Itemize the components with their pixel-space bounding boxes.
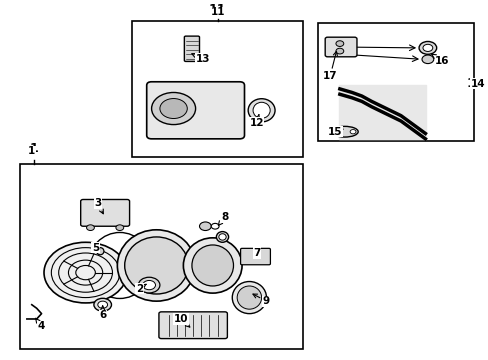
Ellipse shape xyxy=(117,230,195,301)
Text: 12: 12 xyxy=(249,114,264,128)
Text: 14: 14 xyxy=(470,78,485,89)
Circle shape xyxy=(151,93,195,125)
FancyBboxPatch shape xyxy=(146,82,244,139)
Ellipse shape xyxy=(183,238,242,293)
Circle shape xyxy=(160,99,187,118)
Text: 17: 17 xyxy=(322,51,337,81)
Text: 9: 9 xyxy=(252,294,269,306)
Ellipse shape xyxy=(216,231,228,242)
Circle shape xyxy=(333,130,339,134)
Text: 13: 13 xyxy=(191,54,210,64)
Bar xyxy=(132,21,303,157)
Text: 15: 15 xyxy=(327,127,342,137)
Circle shape xyxy=(418,41,436,54)
FancyBboxPatch shape xyxy=(159,312,227,339)
Text: 6: 6 xyxy=(99,306,106,320)
Text: 1: 1 xyxy=(28,146,35,156)
Circle shape xyxy=(422,44,432,51)
Text: 16: 16 xyxy=(431,54,449,66)
Ellipse shape xyxy=(124,237,188,294)
Circle shape xyxy=(86,225,94,230)
Circle shape xyxy=(199,222,211,230)
Circle shape xyxy=(335,41,343,46)
Circle shape xyxy=(116,225,123,230)
FancyBboxPatch shape xyxy=(184,36,199,62)
Bar xyxy=(317,23,473,141)
FancyBboxPatch shape xyxy=(240,248,270,265)
Circle shape xyxy=(421,55,433,64)
FancyBboxPatch shape xyxy=(81,199,129,226)
Ellipse shape xyxy=(253,102,270,118)
Ellipse shape xyxy=(237,286,261,309)
Ellipse shape xyxy=(219,234,225,240)
Text: 2: 2 xyxy=(136,284,146,294)
Text: 5: 5 xyxy=(92,243,100,253)
Circle shape xyxy=(142,280,155,290)
Ellipse shape xyxy=(232,282,266,314)
Text: 3: 3 xyxy=(94,198,103,214)
Text: 1: 1 xyxy=(30,142,39,155)
Text: 10: 10 xyxy=(173,314,189,327)
Circle shape xyxy=(98,301,107,308)
Text: 8: 8 xyxy=(218,212,228,225)
FancyBboxPatch shape xyxy=(325,37,356,57)
Text: 11: 11 xyxy=(210,7,224,17)
Bar xyxy=(20,164,303,349)
Text: 4: 4 xyxy=(36,318,45,331)
Ellipse shape xyxy=(331,126,357,137)
Circle shape xyxy=(44,242,127,303)
Circle shape xyxy=(211,224,219,229)
Circle shape xyxy=(349,130,355,134)
Text: 11: 11 xyxy=(208,3,226,16)
Ellipse shape xyxy=(191,245,233,286)
Text: 14: 14 xyxy=(466,77,483,90)
Circle shape xyxy=(94,298,111,311)
Text: 7: 7 xyxy=(252,248,260,258)
Ellipse shape xyxy=(96,248,103,255)
Ellipse shape xyxy=(248,99,274,122)
Circle shape xyxy=(335,48,343,54)
Circle shape xyxy=(138,277,160,293)
